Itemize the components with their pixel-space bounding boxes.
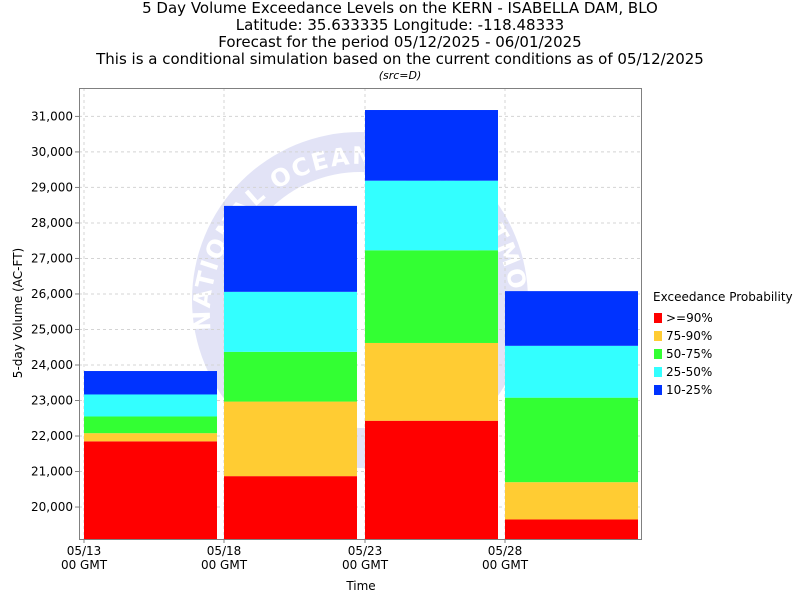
x-axis-label: Time [345,579,375,593]
x-tick-label-date: 05/28 [488,544,523,558]
y-axis-label: 5-day Volume (AC-FT) [11,248,25,378]
legend-label-p10: 10-25% [666,383,712,397]
bar-segment-p10 [84,371,217,395]
legend-label-p75: 75-90% [666,329,712,343]
legend-swatch-p50 [654,349,662,359]
y-tick-label: 31,000 [31,109,73,123]
bar-segment-p90 [505,519,638,539]
bar-segment-p90 [84,441,217,539]
chart-simulation-note: This is a conditional simulation based o… [96,50,704,68]
y-tick-label: 23,000 [31,394,73,408]
bar-segment-p50 [84,416,217,434]
legend-label-p25: 25-50% [666,365,712,379]
bar-segment-p10 [505,291,638,346]
y-axis: 20,000 21,000 22,000 23,000 24,000 25,000 26,0… [31,109,79,514]
legend-swatch-p10 [654,385,662,395]
x-tick-label-time: 00 GMT [61,558,108,572]
bar-segment-p10 [365,110,498,181]
bars [84,110,638,539]
x-tick-label-time: 00 GMT [482,558,529,572]
y-tick-label: 28,000 [31,216,73,230]
y-tick-label: 21,000 [31,465,73,479]
bar-stack-05-23 [365,110,498,539]
y-tick-label: 26,000 [31,287,73,301]
bar-segment-p75 [84,433,217,442]
x-tick-label-time: 00 GMT [201,558,248,572]
bar-segment-p10 [224,205,357,292]
chart-forecast-period: Forecast for the period 05/12/2025 - 06/… [218,33,582,51]
chart-location: Latitude: 35.633335 Longitude: -118.4833… [235,16,565,34]
legend-label-p50: 50-75% [666,347,712,361]
bar-segment-p75 [365,342,498,421]
legend-title: Exceedance Probability [653,290,793,304]
bar-segment-p25 [505,345,638,398]
x-tick-label-date: 05/18 [207,544,242,558]
bar-segment-p25 [224,291,357,352]
legend-swatch-p75 [654,331,662,341]
chart-source: (src=D) [378,69,422,82]
y-tick-label: 25,000 [31,322,73,336]
bar-segment-p50 [505,397,638,483]
bar-segment-p25 [365,180,498,251]
legend: Exceedance Probability >=90% 75-90% 50-75% 2… [653,290,793,397]
bar-stack-05-18 [224,205,357,539]
plot-border [79,88,642,540]
bar-segment-p75 [224,401,357,477]
bar-segment-p50 [224,351,357,402]
bar-stack-05-13 [84,371,217,539]
y-tick-label: 27,000 [31,251,73,265]
bar-segment-p90 [224,476,357,539]
x-tick-label-date: 05/13 [67,544,102,558]
y-tick-label: 29,000 [31,180,73,194]
chart-title: 5 Day Volume Exceedance Levels on the KE… [142,0,658,17]
y-tick-label: 24,000 [31,358,73,372]
legend-swatch-p90 [654,313,662,323]
legend-label-p90: >=90% [666,311,713,325]
bar-stack-05-28 [505,291,638,539]
bar-segment-p25 [84,394,217,417]
y-tick-label: 20,000 [31,500,73,514]
x-tick-label-time: 00 GMT [342,558,389,572]
chart-title-block: 5 Day Volume Exceedance Levels on the KE… [0,0,800,84]
bar-segment-p50 [365,250,498,343]
y-tick-label: 22,000 [31,429,73,443]
legend-swatch-p25 [654,367,662,377]
bar-segment-p75 [505,482,638,520]
bar-segment-p90 [365,420,498,539]
y-tick-label: 30,000 [31,145,73,159]
x-tick-label-date: 05/23 [348,544,383,558]
